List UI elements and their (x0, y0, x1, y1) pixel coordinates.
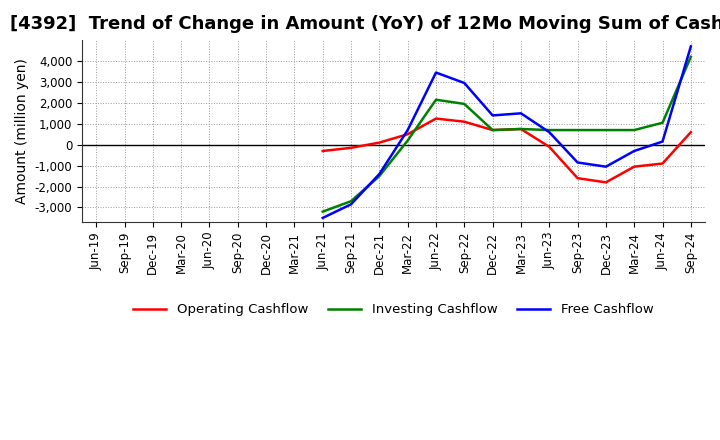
Free Cashflow (318, 215, 327, 220)
Investing Cashflow (488, 128, 497, 133)
Legend: Operating Cashflow, Investing Cashflow, Free Cashflow: Operating Cashflow, Investing Cashflow, … (128, 298, 659, 321)
Line: Operating Cashflow: Operating Cashflow (323, 118, 691, 182)
Free Cashflow (347, 202, 356, 207)
Operating Cashflow (403, 132, 412, 137)
Free Cashflow (687, 44, 696, 49)
Free Cashflow (403, 128, 412, 133)
Line: Free Cashflow: Free Cashflow (323, 46, 691, 218)
Title: [4392]  Trend of Change in Amount (YoY) of 12Mo Moving Sum of Cashflows: [4392] Trend of Change in Amount (YoY) o… (10, 15, 720, 33)
Operating Cashflow (432, 116, 441, 121)
Free Cashflow (573, 160, 582, 165)
Investing Cashflow (687, 54, 696, 59)
Operating Cashflow (488, 128, 497, 133)
Operating Cashflow (375, 140, 384, 145)
Free Cashflow (460, 81, 469, 86)
Free Cashflow (488, 113, 497, 118)
Line: Investing Cashflow: Investing Cashflow (323, 57, 691, 212)
Free Cashflow (602, 164, 611, 169)
Operating Cashflow (545, 144, 554, 150)
Operating Cashflow (573, 176, 582, 181)
Operating Cashflow (630, 164, 639, 169)
Free Cashflow (517, 111, 526, 116)
Investing Cashflow (630, 128, 639, 133)
Investing Cashflow (460, 101, 469, 106)
Investing Cashflow (347, 198, 356, 204)
Free Cashflow (658, 139, 667, 144)
Operating Cashflow (517, 126, 526, 132)
Investing Cashflow (573, 128, 582, 133)
Investing Cashflow (545, 128, 554, 133)
Free Cashflow (545, 129, 554, 135)
Investing Cashflow (318, 209, 327, 214)
Investing Cashflow (658, 120, 667, 125)
Operating Cashflow (658, 161, 667, 166)
Investing Cashflow (517, 126, 526, 132)
Operating Cashflow (602, 180, 611, 185)
Investing Cashflow (403, 138, 412, 143)
Operating Cashflow (318, 148, 327, 154)
Free Cashflow (375, 171, 384, 176)
Investing Cashflow (432, 97, 441, 103)
Operating Cashflow (347, 145, 356, 150)
Operating Cashflow (687, 129, 696, 135)
Investing Cashflow (375, 173, 384, 179)
Operating Cashflow (460, 119, 469, 125)
Investing Cashflow (602, 128, 611, 133)
Y-axis label: Amount (million yen): Amount (million yen) (15, 58, 29, 204)
Free Cashflow (630, 148, 639, 154)
Free Cashflow (432, 70, 441, 75)
